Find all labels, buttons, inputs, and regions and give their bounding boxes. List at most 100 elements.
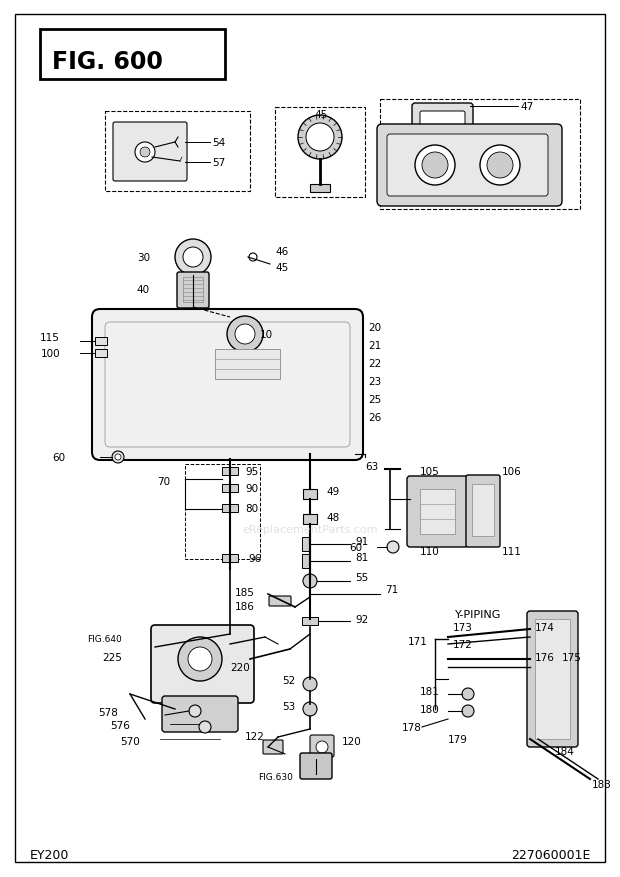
Text: 105: 105 <box>420 467 440 476</box>
Text: 181: 181 <box>420 686 440 696</box>
Circle shape <box>306 124 334 152</box>
Text: 70: 70 <box>157 476 170 487</box>
Text: 54: 54 <box>212 138 225 148</box>
Text: 60: 60 <box>349 542 362 553</box>
Text: 10: 10 <box>260 330 273 339</box>
Circle shape <box>199 721 211 733</box>
Text: 60: 60 <box>52 453 65 462</box>
Text: EY200: EY200 <box>30 849 69 861</box>
FancyBboxPatch shape <box>407 476 468 547</box>
Text: 96: 96 <box>248 553 261 563</box>
Circle shape <box>112 452 124 463</box>
Bar <box>275 108 365 198</box>
Bar <box>95 350 107 358</box>
Bar <box>380 100 580 210</box>
Text: 122: 122 <box>245 731 265 741</box>
FancyBboxPatch shape <box>412 103 473 158</box>
Circle shape <box>303 677 317 691</box>
Circle shape <box>183 247 203 267</box>
Circle shape <box>115 454 121 460</box>
Text: 23: 23 <box>368 376 381 387</box>
Text: 95: 95 <box>245 467 259 476</box>
Circle shape <box>316 741 328 753</box>
Text: 48: 48 <box>326 512 339 523</box>
FancyBboxPatch shape <box>420 112 465 150</box>
Bar <box>40 30 225 80</box>
Text: 52: 52 <box>281 675 295 685</box>
Bar <box>302 554 310 568</box>
Bar <box>95 338 107 346</box>
Text: 176: 176 <box>535 652 555 662</box>
Bar <box>420 489 455 534</box>
Circle shape <box>178 638 222 681</box>
Text: 173: 173 <box>453 623 473 632</box>
Text: 106: 106 <box>502 467 522 476</box>
Text: 171: 171 <box>408 637 428 646</box>
FancyBboxPatch shape <box>263 740 283 754</box>
Text: 179: 179 <box>448 734 468 745</box>
Bar <box>302 617 318 625</box>
Text: 186: 186 <box>235 602 255 611</box>
Text: 81: 81 <box>355 553 368 562</box>
FancyBboxPatch shape <box>151 625 254 703</box>
Text: 576: 576 <box>110 720 130 731</box>
Circle shape <box>303 574 317 588</box>
Text: 46: 46 <box>275 246 288 257</box>
Text: 174: 174 <box>535 623 555 632</box>
FancyBboxPatch shape <box>177 273 209 309</box>
FancyBboxPatch shape <box>300 753 332 779</box>
Bar <box>222 467 238 475</box>
Circle shape <box>135 143 155 163</box>
Circle shape <box>188 647 212 671</box>
Circle shape <box>462 688 474 700</box>
Text: 47: 47 <box>520 102 533 112</box>
Text: 92: 92 <box>355 614 368 624</box>
Text: eReplacementParts.com: eReplacementParts.com <box>242 524 378 534</box>
Text: 184: 184 <box>555 746 575 756</box>
Circle shape <box>175 239 211 275</box>
FancyBboxPatch shape <box>269 596 291 606</box>
Text: 55: 55 <box>355 573 368 582</box>
Text: 30: 30 <box>137 253 150 263</box>
Circle shape <box>235 324 255 345</box>
Text: Y-PIPING: Y-PIPING <box>455 610 502 619</box>
FancyBboxPatch shape <box>310 735 334 757</box>
Bar <box>222 484 238 493</box>
Text: 53: 53 <box>281 702 295 711</box>
Bar <box>472 484 494 537</box>
Bar <box>303 489 317 499</box>
FancyBboxPatch shape <box>162 696 238 732</box>
Text: 71: 71 <box>385 584 398 595</box>
Circle shape <box>487 153 513 179</box>
FancyBboxPatch shape <box>92 310 363 460</box>
Text: 45: 45 <box>275 263 288 273</box>
Circle shape <box>189 705 201 717</box>
Circle shape <box>462 705 474 717</box>
Bar <box>310 185 330 193</box>
Text: 40: 40 <box>137 285 150 295</box>
FancyBboxPatch shape <box>527 611 578 747</box>
Text: 578: 578 <box>98 707 118 717</box>
FancyBboxPatch shape <box>387 135 548 196</box>
Circle shape <box>415 146 455 186</box>
Text: 115: 115 <box>40 332 60 343</box>
Circle shape <box>422 153 448 179</box>
Text: 225: 225 <box>102 652 122 662</box>
Text: 20: 20 <box>368 323 381 332</box>
Text: 180: 180 <box>420 704 440 714</box>
Text: FIG.630: FIG.630 <box>258 773 293 781</box>
Text: 183: 183 <box>592 779 612 789</box>
Text: FIG.640: FIG.640 <box>87 635 122 644</box>
Bar <box>105 112 250 192</box>
Bar <box>222 554 238 562</box>
Text: 100: 100 <box>40 348 60 359</box>
Text: 185: 185 <box>235 588 255 597</box>
Bar <box>185 465 260 560</box>
Circle shape <box>140 148 150 158</box>
Text: FIG. 600: FIG. 600 <box>52 50 163 74</box>
Text: 22: 22 <box>368 359 381 368</box>
Circle shape <box>480 146 520 186</box>
Bar <box>222 504 238 512</box>
Text: 178: 178 <box>402 722 422 732</box>
Circle shape <box>298 116 342 160</box>
